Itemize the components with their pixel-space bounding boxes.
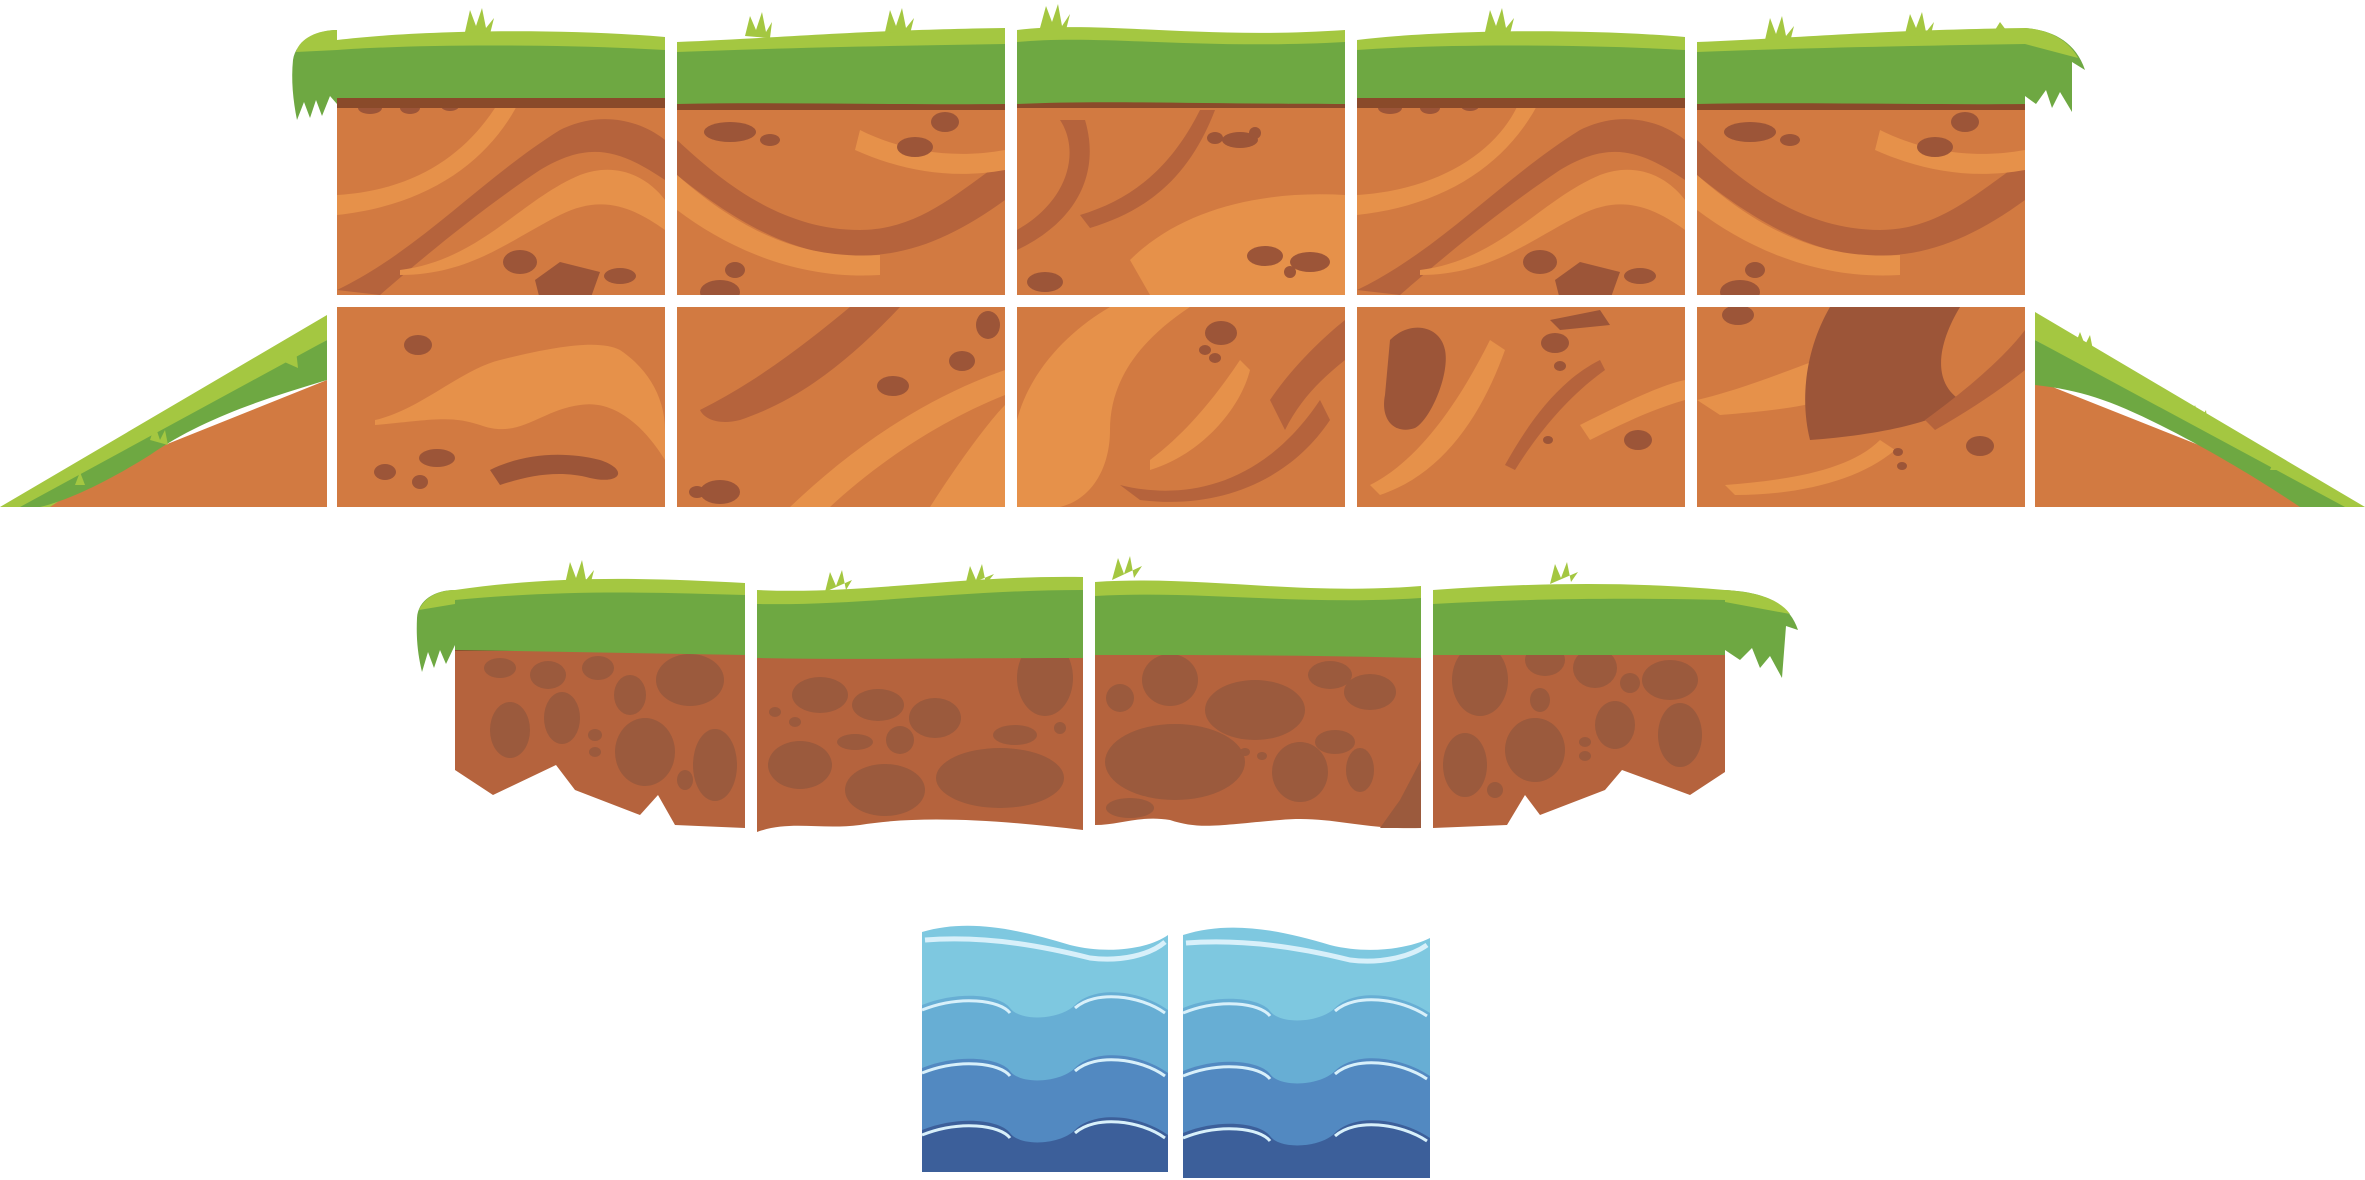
- water-tile-1: [921, 925, 1168, 1172]
- rock-platform-overhang-left-highlight: [419, 590, 455, 610]
- floating-rock-platform: [416, 556, 1798, 832]
- grass-dirt-tile-2: [677, 28, 1005, 295]
- grass-dirt-top-row: [292, 4, 2085, 295]
- dirt-tile-3: [1017, 307, 1345, 507]
- grass-slopes: [0, 312, 2365, 507]
- dirt-tile-4: [1357, 307, 1685, 507]
- grass-dirt-tile-5: [1697, 28, 2025, 295]
- grass-overhang-right-highlight: [2025, 28, 2078, 58]
- grass-tufts-platform: [565, 556, 1578, 592]
- slope-tile-right: [2035, 312, 2365, 507]
- grass-overhang-left: [292, 30, 337, 120]
- rock-platform-tile-4: [1433, 584, 1725, 828]
- rock-platform-tile-1: [455, 578, 745, 828]
- slope-tile-left: [0, 315, 327, 507]
- dirt-tile-1: [337, 307, 665, 507]
- water-tiles: [921, 925, 1430, 1178]
- grass-overhang-left-highlight: [296, 30, 337, 52]
- rock-platform-overhang-left: [416, 590, 455, 672]
- dirt-middle-row: [337, 307, 2025, 507]
- grass-dirt-tile-3: [1017, 27, 1345, 295]
- water-tile-2: [1182, 927, 1430, 1178]
- grass-dirt-tile-4: [1357, 31, 1685, 295]
- rock-platform-overhang-right-highlight: [1725, 590, 1790, 614]
- rock-platform-tile-3: [1095, 580, 1421, 829]
- rock-platform-tile-2: [757, 576, 1083, 832]
- grass-dirt-tile-1: [337, 31, 665, 295]
- dirt-tile-2: [677, 307, 1005, 507]
- grass-tufts-top: [465, 4, 2006, 42]
- dirt-tile-5: [1697, 307, 2025, 507]
